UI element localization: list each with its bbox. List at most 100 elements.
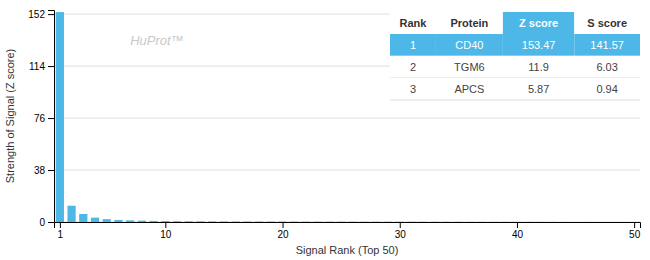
x-axis-title: Signal Rank (Top 50) <box>296 244 399 256</box>
bar <box>161 221 169 222</box>
tick: 20 <box>277 222 289 240</box>
table-cell: TGM6 <box>454 61 485 73</box>
tick: 38 <box>34 165 54 176</box>
table-cell-bg <box>574 56 640 78</box>
bar <box>360 221 368 222</box>
plot-area <box>56 12 638 222</box>
tick-label: 1 <box>58 229 64 240</box>
bar <box>314 221 322 222</box>
axis-line <box>48 11 55 223</box>
tick: 50 <box>629 222 641 240</box>
tick-label: 50 <box>629 229 641 240</box>
bar <box>583 221 591 222</box>
table-header-cell <box>390 12 436 34</box>
bar <box>536 221 544 222</box>
tick-mark <box>634 222 635 228</box>
bar <box>513 221 521 222</box>
y-axis: 0 38 76 114 152 <box>28 9 54 228</box>
tick: 114 <box>29 61 54 72</box>
table-cell-bg <box>436 56 503 78</box>
bar <box>489 221 497 222</box>
bar <box>571 221 579 222</box>
tick-label: 38 <box>34 165 46 176</box>
bar <box>232 221 240 222</box>
bar <box>67 206 75 222</box>
tick: 10 <box>160 222 172 240</box>
grid-line <box>54 118 640 119</box>
bar <box>525 221 533 222</box>
bar <box>325 221 333 222</box>
bar <box>103 219 111 222</box>
tick: 0 <box>39 217 54 228</box>
tick: 76 <box>34 113 54 124</box>
table-cell-bg <box>436 34 503 56</box>
bar <box>196 221 204 222</box>
chart: 1 10 20 30 40 50 0 38 76 114 152 Signal Rank (Top 5… <box>0 0 650 260</box>
bar <box>454 221 462 222</box>
bar <box>290 221 298 222</box>
table-header: Protein <box>450 17 488 29</box>
table-cell: 11.9 <box>528 61 549 73</box>
bar <box>407 221 415 222</box>
tick-label: 152 <box>28 9 45 20</box>
bar <box>208 221 216 222</box>
table: RankProteinZ scoreS score1CD40153.47141.… <box>390 12 640 100</box>
bar <box>302 221 310 222</box>
bar <box>466 221 474 222</box>
bar <box>267 221 275 222</box>
table-cell-bg <box>390 34 436 56</box>
watermark: HuProt™ <box>130 33 183 48</box>
bar <box>372 221 380 222</box>
table-cell-bg <box>436 78 503 100</box>
bar <box>243 221 251 222</box>
bar <box>419 221 427 222</box>
table-header: S score <box>587 17 627 29</box>
table-header: Z score <box>519 17 558 29</box>
bar <box>443 221 451 222</box>
table-cell-bg <box>574 78 640 100</box>
table-header-cell <box>574 12 640 34</box>
tick-label: 30 <box>395 229 407 240</box>
bar <box>349 221 357 222</box>
tick-mark <box>60 222 61 228</box>
bar <box>91 218 99 222</box>
bar <box>431 221 439 222</box>
axis-line <box>55 223 641 229</box>
bar <box>384 221 392 222</box>
bar <box>56 12 64 222</box>
tick-mark <box>517 222 518 228</box>
tick-label: 20 <box>277 229 289 240</box>
grid <box>54 14 640 222</box>
tick: 1 <box>58 222 64 240</box>
bar <box>595 221 603 222</box>
bar <box>220 221 228 222</box>
tick: 30 <box>395 222 407 240</box>
tick-mark <box>48 66 54 67</box>
y-axis-title: Strength of Signal (Z score) <box>4 49 16 184</box>
tick-label: 40 <box>512 229 524 240</box>
table-header-cell <box>436 12 503 34</box>
table-cell: 5.87 <box>528 83 549 95</box>
table-cell: APCS <box>454 83 484 95</box>
table-cell: 3 <box>410 83 416 95</box>
table-cell-bg <box>574 34 640 56</box>
table-cell: 6.03 <box>596 61 617 73</box>
table-cell-bg <box>390 78 436 100</box>
table-cell: 1 <box>410 39 416 51</box>
tick-label: 0 <box>39 217 45 228</box>
bar <box>79 214 87 222</box>
tick: 40 <box>512 222 524 240</box>
table-cell: 2 <box>410 61 416 73</box>
bar <box>337 221 345 222</box>
tick: 152 <box>28 9 54 20</box>
bar <box>138 221 146 222</box>
bar <box>126 220 134 222</box>
table-cell-bg <box>503 34 574 56</box>
table-cell-bg <box>503 56 574 78</box>
bar <box>630 221 638 222</box>
bar <box>150 221 158 222</box>
grid-line <box>54 170 640 171</box>
table-rule <box>390 100 640 101</box>
table-cell: CD40 <box>455 39 483 51</box>
bar <box>548 221 556 222</box>
